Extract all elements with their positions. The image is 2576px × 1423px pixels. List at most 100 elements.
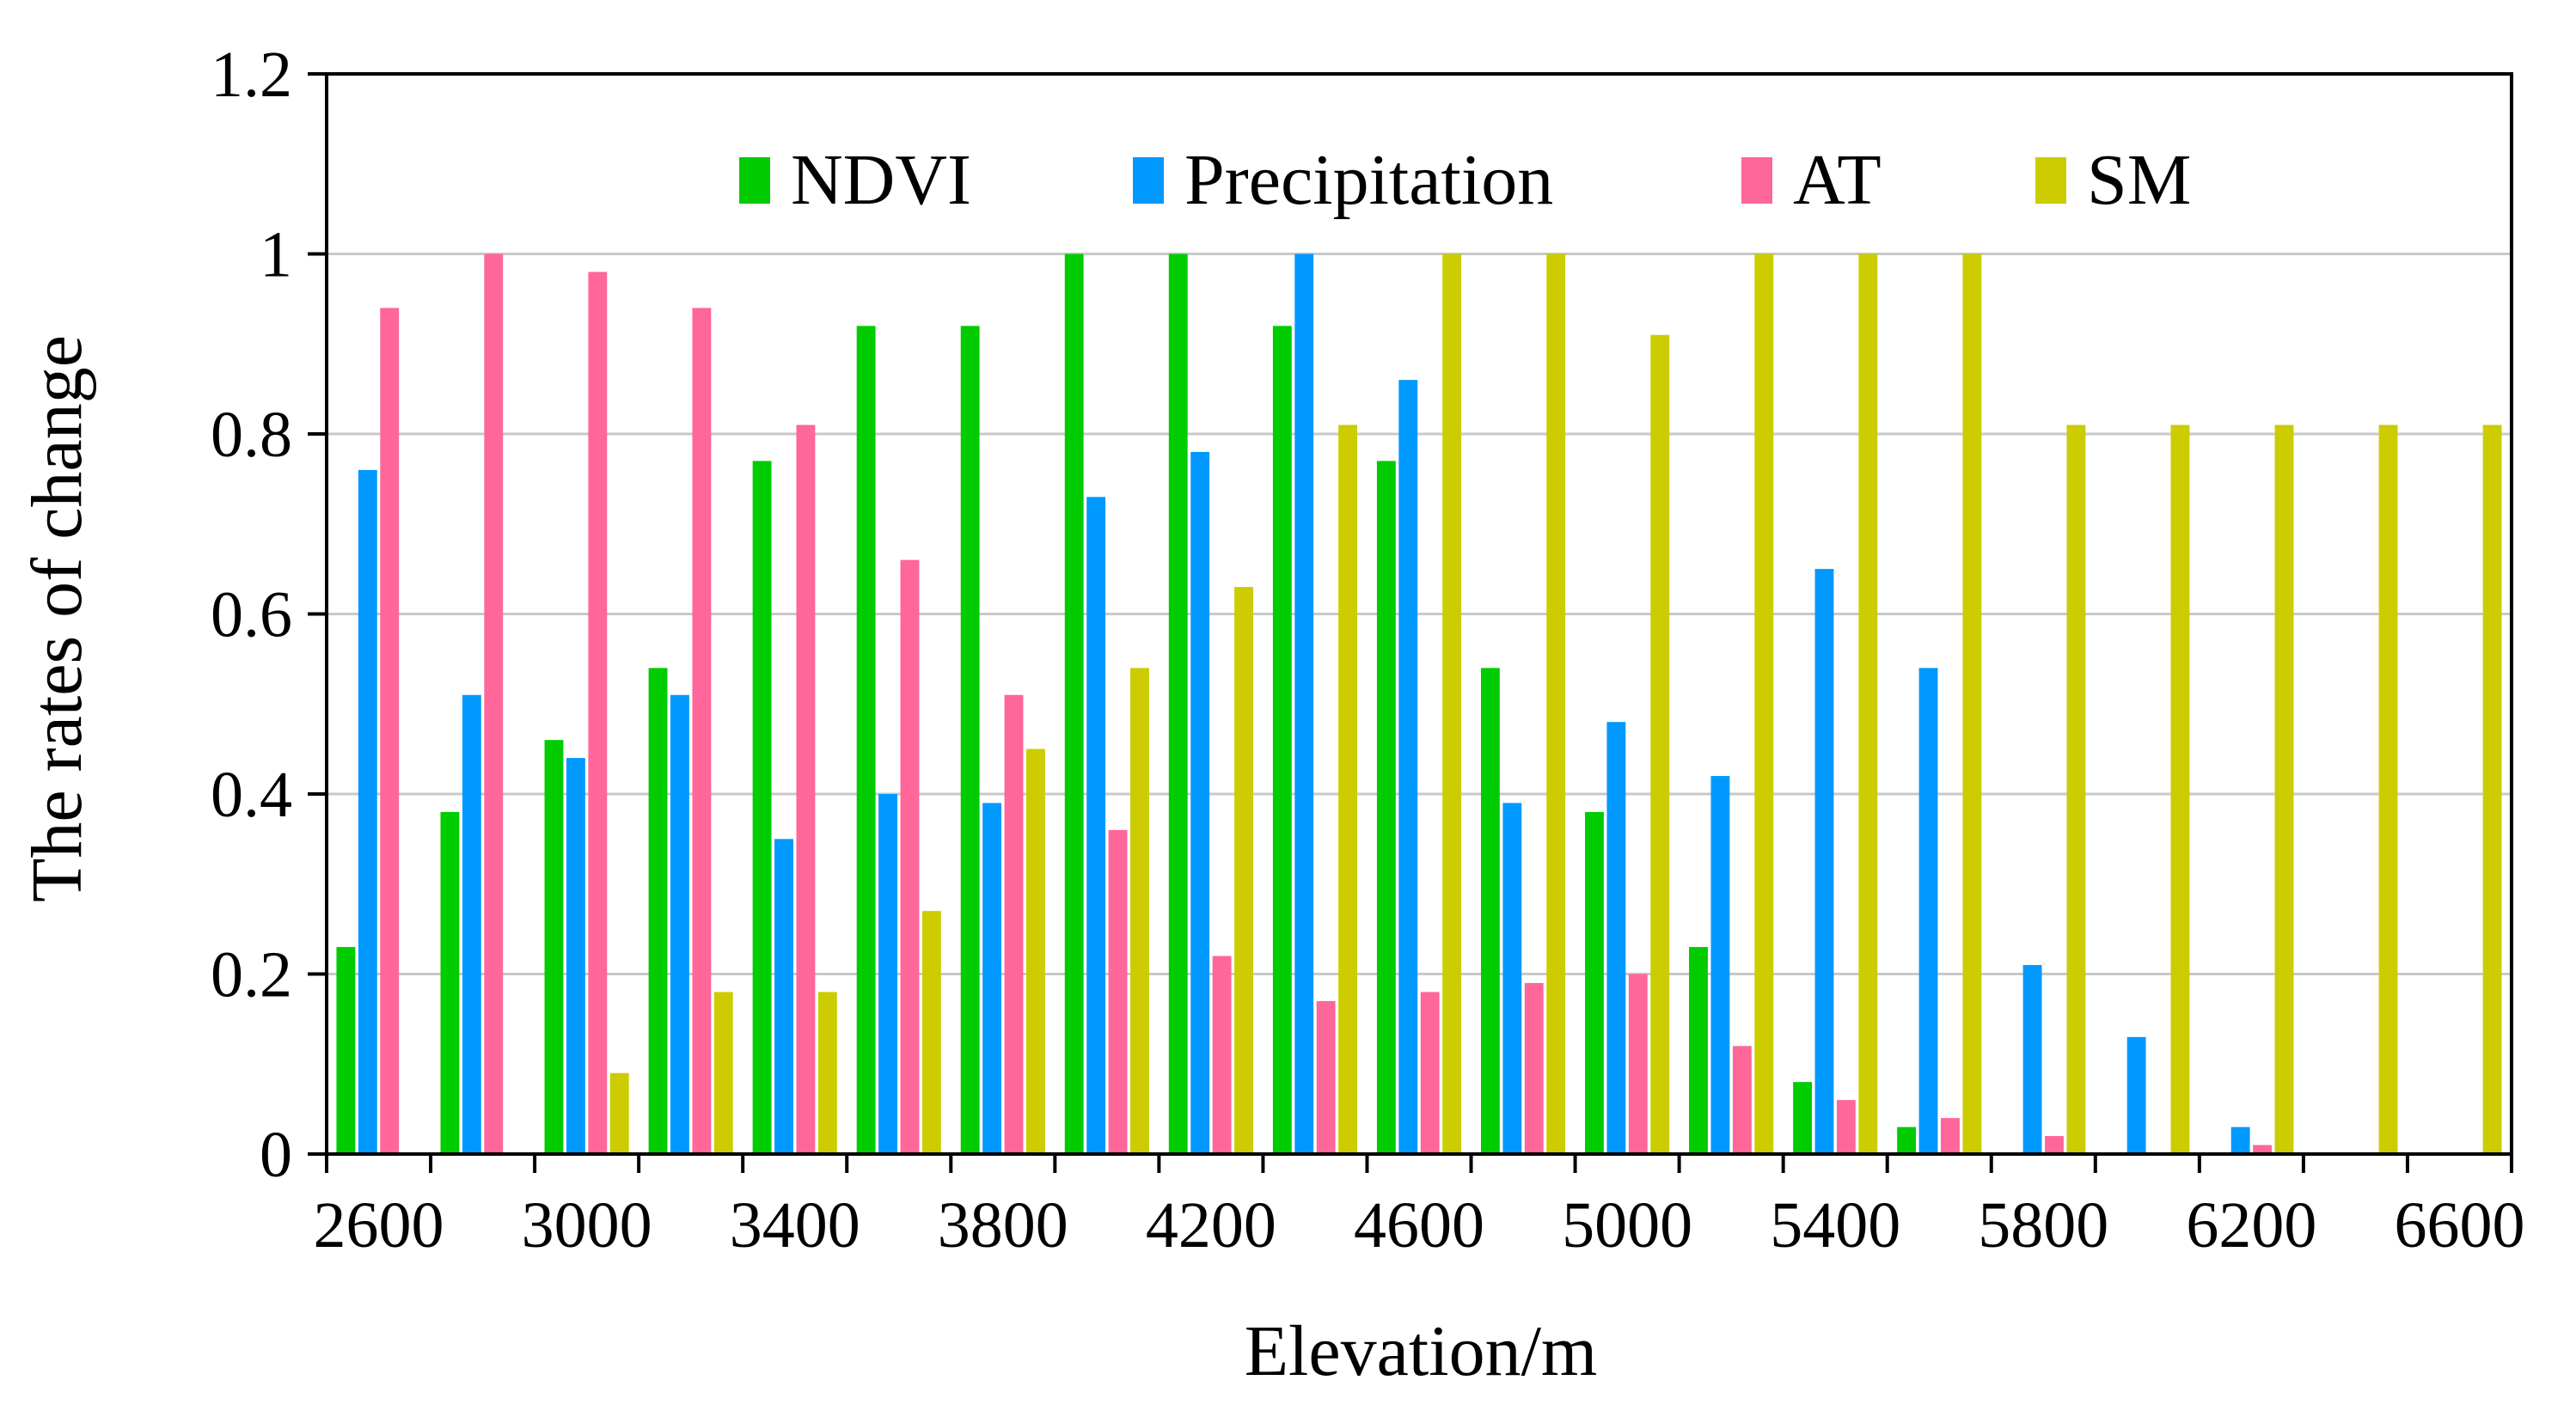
bar-sm-4200 xyxy=(1234,587,1253,1154)
bars xyxy=(336,253,2502,1155)
legend-swatch-at xyxy=(1741,157,1772,204)
legend-label-ndvi: NDVI xyxy=(791,140,971,220)
bar-sm-4600 xyxy=(1442,253,1462,1154)
bar-at-6200 xyxy=(2253,1145,2273,1154)
legend: NDVI Precipitation AT SM xyxy=(739,140,2191,220)
bar-at-3000 xyxy=(588,272,608,1155)
bar-sm-3200 xyxy=(713,992,733,1154)
bar-at-4000 xyxy=(1108,829,1128,1154)
bar-at-3600 xyxy=(900,559,920,1154)
bar-ndvi-4600 xyxy=(1376,461,1396,1154)
bar-at-4200 xyxy=(1212,956,1232,1154)
bar-sm-4400 xyxy=(1338,424,1358,1154)
bar-precipitation-4800 xyxy=(1502,803,1522,1154)
y-tick-label: 1 xyxy=(260,219,292,291)
bar-at-5200 xyxy=(1732,1046,1752,1154)
bar-precipitation-2800 xyxy=(462,694,481,1154)
y-tick-label: 0.4 xyxy=(211,759,292,831)
axes xyxy=(308,72,2513,1173)
bar-precipitation-4000 xyxy=(1086,497,1106,1154)
bar-at-5800 xyxy=(2045,1136,2064,1154)
bar-ndvi-4800 xyxy=(1480,668,1500,1154)
bar-ndvi-3400 xyxy=(752,461,772,1154)
x-axis-title: Elevation/m xyxy=(1245,1311,1598,1391)
bar-precipitation-3000 xyxy=(566,758,585,1154)
bar-at-5000 xyxy=(1628,974,1648,1154)
bar-precipitation-5600 xyxy=(1918,668,1938,1154)
bar-ndvi-4400 xyxy=(1272,326,1292,1154)
bar-at-2600 xyxy=(380,308,400,1155)
bar-precipitation-5800 xyxy=(2022,965,2042,1154)
bar-precipitation-5200 xyxy=(1710,776,1730,1154)
bar-ndvi-5400 xyxy=(1793,1082,1812,1154)
bar-at-5600 xyxy=(1941,1118,1960,1154)
bar-sm-6200 xyxy=(2274,424,2294,1154)
bar-ndvi-4000 xyxy=(1064,253,1084,1154)
x-tick-label: 5800 xyxy=(1978,1189,2108,1261)
bar-sm-3400 xyxy=(817,992,837,1154)
bar-precipitation-4600 xyxy=(1398,380,1418,1154)
bar-precipitation-3800 xyxy=(982,803,1002,1154)
bar-at-2800 xyxy=(484,253,504,1154)
y-tick-label: 0 xyxy=(260,1119,292,1191)
bar-ndvi-5200 xyxy=(1689,947,1708,1154)
bar-at-5400 xyxy=(1836,1100,1856,1154)
bar-precipitation-5000 xyxy=(1606,722,1626,1154)
bar-ndvi-3800 xyxy=(960,326,980,1154)
legend-label-precipitation: Precipitation xyxy=(1184,140,1553,220)
x-tick-label: 4200 xyxy=(1146,1189,1276,1261)
x-tick-label: 3400 xyxy=(730,1189,860,1261)
bar-at-4600 xyxy=(1420,992,1440,1154)
bar-ndvi-3000 xyxy=(544,740,564,1154)
bar-sm-3000 xyxy=(609,1072,629,1154)
bar-sm-5800 xyxy=(2066,424,2086,1154)
bar-precipitation-5400 xyxy=(1814,569,1834,1154)
bar-at-3800 xyxy=(1004,694,1024,1154)
bar-precipitation-6000 xyxy=(2126,1036,2146,1154)
bar-ndvi-2600 xyxy=(336,947,356,1154)
bar-sm-5600 xyxy=(1962,253,1982,1154)
y-tick-labels: 0 0.2 0.4 0.6 0.8 1 1.2 xyxy=(211,39,292,1191)
x-tick-label: 2600 xyxy=(314,1189,444,1261)
legend-label-sm: SM xyxy=(2087,140,2191,220)
bar-sm-4000 xyxy=(1130,668,1149,1154)
bar-sm-4800 xyxy=(1546,253,1566,1154)
x-tick-labels: 2600 3000 3400 3800 4200 4600 5000 5400 5800 6200… xyxy=(314,1189,2525,1261)
bar-sm-3600 xyxy=(921,911,941,1154)
bar-sm-3800 xyxy=(1026,748,1045,1154)
x-tick-label: 3000 xyxy=(522,1189,652,1261)
bar-ndvi-5000 xyxy=(1585,811,1604,1154)
bar-precipitation-3200 xyxy=(670,694,689,1154)
x-tick-label: 6600 xyxy=(2394,1189,2524,1261)
bar-sm-6600 xyxy=(2482,424,2502,1154)
x-tick-label: 6200 xyxy=(2186,1189,2316,1261)
y-tick-label: 0.8 xyxy=(211,399,292,471)
bar-at-4400 xyxy=(1316,1000,1336,1154)
bar-at-3400 xyxy=(796,424,816,1154)
bar-at-3200 xyxy=(692,308,712,1155)
bar-precipitation-4400 xyxy=(1294,253,1314,1154)
bar-sm-6400 xyxy=(2378,424,2398,1154)
bar-ndvi-4200 xyxy=(1168,253,1188,1154)
x-tick-label: 5000 xyxy=(1562,1189,1692,1261)
bar-ndvi-5600 xyxy=(1897,1127,1917,1154)
legend-label-at: AT xyxy=(1793,140,1882,220)
legend-swatch-ndvi xyxy=(739,157,770,204)
bar-at-4800 xyxy=(1524,982,1544,1154)
y-axis-title: The rates of change xyxy=(17,335,97,902)
bar-precipitation-3400 xyxy=(774,839,793,1154)
y-tick-label: 0.6 xyxy=(211,579,292,651)
y-tick-label: 0.2 xyxy=(211,939,292,1011)
bar-sm-5000 xyxy=(1650,334,1670,1154)
bar-precipitation-3600 xyxy=(878,794,897,1154)
y-tick-label: 1.2 xyxy=(211,39,292,111)
x-tick-label: 4600 xyxy=(1354,1189,1484,1261)
bar-sm-6000 xyxy=(2170,424,2190,1154)
bar-precipitation-2600 xyxy=(358,469,377,1154)
bar-ndvi-3200 xyxy=(648,668,668,1154)
bar-precipitation-6200 xyxy=(2230,1127,2250,1154)
plot-frame xyxy=(325,72,2513,1156)
bar-sm-5400 xyxy=(1858,253,1878,1154)
bar-sm-5200 xyxy=(1754,253,1774,1154)
